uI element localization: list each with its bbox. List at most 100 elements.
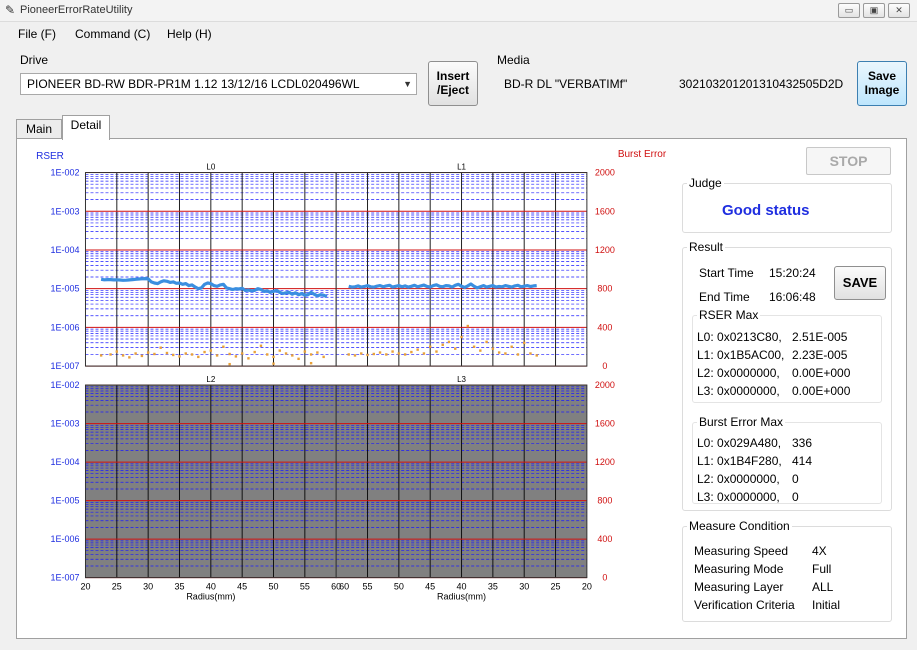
save-result-button[interactable]: SAVE (834, 266, 886, 300)
start-time-value: 15:20:24 (769, 266, 816, 280)
burst-error-point (466, 324, 469, 328)
measure-group: Measure Condition (682, 519, 892, 622)
app-icon: ✎ (5, 3, 16, 17)
x-tick-label: 50 (394, 582, 404, 592)
burst-error-point (178, 355, 181, 358)
burst-error-point (372, 352, 375, 356)
burst-error-point (416, 348, 419, 351)
burst-error-point (109, 353, 112, 356)
menu-help[interactable]: Help (H) (167, 27, 212, 41)
x-tick-label: 20 (582, 582, 592, 592)
burst-error-point (284, 352, 288, 355)
burst-error-point (303, 350, 307, 353)
burst-error-point (128, 356, 131, 359)
burst-error-point (472, 345, 476, 348)
burst-error-point (278, 349, 281, 352)
burst-error-point (353, 354, 357, 357)
burst-error-point (266, 353, 269, 356)
burst-error-point (159, 346, 162, 349)
judge-label: Judge (687, 176, 724, 190)
panel-title-l0: L0 (206, 163, 215, 172)
rser-tick-label: 1E-002 (50, 168, 79, 178)
burst-error-point (253, 350, 256, 354)
x-tick-label: 55 (300, 582, 310, 592)
x-tick-label: 45 (425, 582, 435, 592)
burst-error-point (410, 350, 413, 354)
burst-error-point (491, 347, 495, 350)
burst-error-point (234, 355, 238, 358)
judge-status: Good status (722, 202, 810, 219)
burst-error-point (360, 352, 363, 355)
burst-error-point (272, 355, 275, 359)
burst-error-point (134, 352, 137, 355)
burst-error-point (228, 362, 231, 366)
burst-tick-label: 0 (602, 573, 607, 583)
measure-label: Measure Condition (687, 519, 792, 533)
start-time-label: Start Time (699, 266, 754, 280)
rser-max-l2-value: 0.00E+000 (792, 366, 851, 380)
error-rate-chart: RSER Burst Error L0 L1 L2 L3 1E-002 1E-003 1E-00… (36, 149, 667, 602)
burst-tick-label: 0 (602, 361, 607, 371)
x-tick-label: 25 (551, 582, 561, 592)
tab-detail[interactable]: Detail (62, 115, 110, 140)
measure-mode-label: Measuring Mode (694, 562, 784, 576)
burst-error-point (222, 345, 225, 348)
x-axis-label-left: Radius(mm) (186, 592, 235, 602)
rser-line-l1 (348, 282, 537, 290)
rser-tick-label: 1E-003 (50, 419, 79, 429)
rser-tick-label: 1E-007 (50, 573, 79, 583)
burst-error-point (366, 353, 369, 357)
media-type: BD-R DL "VERBATIMf" (504, 77, 628, 91)
x-tick-label: 45 (237, 582, 247, 592)
burst-error-point (447, 340, 451, 344)
burst-tick-label: 400 (597, 322, 612, 332)
burst-error-point (347, 353, 350, 356)
burst-tick-label: 1600 (595, 206, 615, 216)
x-tick-label: 20 (80, 582, 90, 592)
window-title: PioneerErrorRateUtility (20, 4, 133, 16)
menu-command[interactable]: Command (C) (75, 27, 151, 41)
rser-max-group: RSER Max (692, 308, 882, 403)
plot-frame (335, 172, 588, 367)
stop-button[interactable]: STOP (806, 147, 891, 175)
menu-bar: File (F) Command (C) Help (H) (0, 24, 917, 44)
x-tick-label: 60 (339, 582, 349, 592)
burst-error-point (378, 351, 382, 354)
rser-max-l3-value: 0.00E+000 (792, 384, 851, 398)
result-label: Result (687, 240, 726, 254)
media-group-label: Media (497, 53, 530, 67)
burst-error-point (140, 354, 144, 358)
measure-mode-value: Full (812, 562, 832, 576)
burst-error-point (291, 354, 294, 357)
burst-error-point (428, 345, 432, 348)
menu-file[interactable]: File (F) (18, 27, 56, 41)
insert-eject-line1: Insert (436, 69, 470, 83)
rser-tick-label: 1E-006 (50, 534, 79, 544)
burst-error-point (460, 335, 463, 339)
burst-max-label: Burst Error Max (697, 415, 786, 429)
burst-error-point (529, 352, 532, 355)
minimize-button[interactable]: ▭ (838, 3, 860, 18)
panel-title-l2: L2 (206, 375, 215, 384)
burst-error-point (504, 352, 507, 355)
x-tick-label: 60 (331, 582, 341, 592)
tab-main[interactable]: Main (16, 119, 62, 139)
maximize-button[interactable]: ▣ (863, 3, 885, 18)
burst-error-point (516, 353, 520, 356)
burst-error-point (190, 353, 194, 356)
burst-max-l2-addr: L2: 0x0000000, (697, 472, 780, 486)
burst-error-point (146, 351, 150, 354)
rser-line-l0 (100, 277, 328, 299)
drive-select[interactable]: PIONEER BD-RW BDR-PR1M 1.12 13/12/16 LCD… (20, 73, 417, 95)
burst-tick-label: 1200 (595, 457, 615, 467)
insert-eject-button[interactable]: Insert /Eject (428, 61, 478, 106)
burst-tick-label: 1200 (595, 245, 615, 255)
save-image-button[interactable]: Save Image (857, 61, 907, 106)
close-button[interactable]: ✕ (888, 3, 910, 18)
rser-tick-label: 1E-002 (50, 380, 79, 390)
burst-error-point (497, 351, 501, 354)
burst-max-l3-addr: L3: 0x0000000, (697, 490, 780, 504)
rser-max-l1-addr: L1: 0x1B5AC00, (697, 348, 785, 362)
burst-error-point (153, 352, 156, 356)
burst-error-point (228, 352, 231, 356)
